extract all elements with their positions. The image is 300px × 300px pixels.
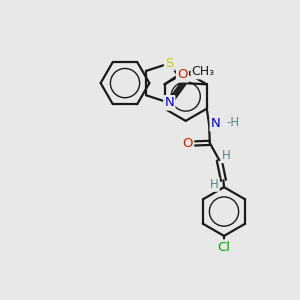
- Text: N: N: [164, 96, 174, 109]
- Text: H: H: [221, 149, 230, 162]
- Text: O: O: [182, 137, 193, 150]
- Text: O: O: [177, 68, 188, 81]
- Text: N: N: [211, 117, 220, 130]
- Text: H: H: [210, 178, 219, 191]
- Text: Cl: Cl: [218, 241, 230, 254]
- Text: CH₃: CH₃: [192, 65, 215, 78]
- Text: S: S: [165, 57, 173, 70]
- Text: -H: -H: [226, 116, 239, 129]
